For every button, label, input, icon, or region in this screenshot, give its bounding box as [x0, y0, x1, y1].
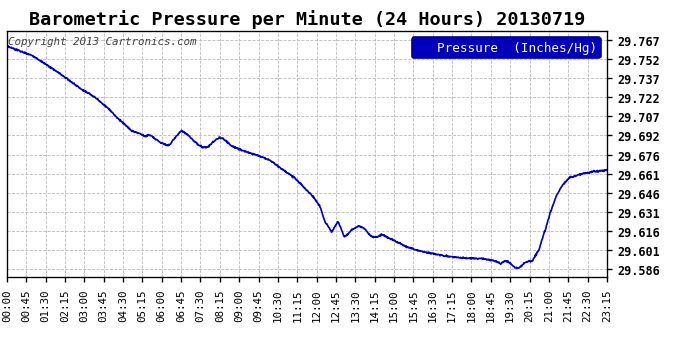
- Text: Copyright 2013 Cartronics.com: Copyright 2013 Cartronics.com: [8, 37, 196, 47]
- Title: Barometric Pressure per Minute (24 Hours) 20130719: Barometric Pressure per Minute (24 Hours…: [29, 10, 584, 29]
- Legend: Pressure  (Inches/Hg): Pressure (Inches/Hg): [411, 38, 600, 59]
